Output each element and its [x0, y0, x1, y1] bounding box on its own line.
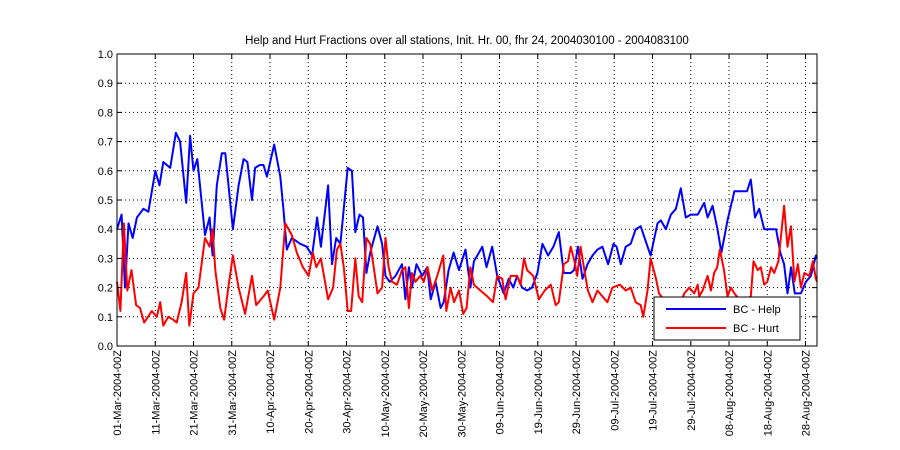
x-tick-label: 21-Mar-2004-00Z: [189, 350, 201, 436]
x-tick-label: 09-Jul-2004-00Z: [609, 350, 621, 431]
y-tick-label: 0.3: [98, 253, 113, 265]
y-tick-labels: 0.0 0.1 0.2 0.3 0.4 0.5 0.6 0.7 0.8 0.9 1.0: [98, 49, 113, 353]
legend-label-hurt: BC - Hurt: [733, 323, 779, 335]
y-tick-label: 0.6: [98, 166, 113, 178]
x-tick-label: 29-Jun-2004-00Z: [571, 350, 583, 435]
y-tick-label: 1.0: [98, 49, 113, 61]
x-tick-label: 29-Jul-2004-00Z: [686, 350, 698, 431]
x-tick-label: 01-Mar-2004-00Z: [112, 350, 124, 436]
x-tick-label: 20-Apr-2004-00Z: [303, 350, 315, 434]
x-tick-label: 09-Jun-2004-00Z: [495, 350, 507, 435]
x-tick-label: 08-Aug-2004-00Z: [724, 350, 736, 437]
series-line-hurt: [116, 204, 818, 327]
ticks: [116, 53, 817, 347]
x-tick-label: 19-Jul-2004-00Z: [648, 350, 660, 431]
x-tick-label: 30-Apr-2004-00Z: [342, 350, 354, 434]
x-tick-label: 28-Aug-2004-00Z: [801, 350, 813, 437]
y-tick-label: 0.7: [98, 137, 113, 149]
y-tick-label: 0.4: [98, 224, 113, 236]
y-tick-label: 0.0: [98, 341, 113, 353]
x-tick-label: 31-Mar-2004-00Z: [227, 350, 239, 436]
y-tick-label: 0.5: [98, 195, 113, 207]
legend-label-help: BC - Help: [733, 304, 781, 316]
x-tick-label: 10-May-2004-00Z: [380, 350, 392, 438]
y-tick-label: 0.8: [98, 107, 113, 119]
x-tick-label: 18-Aug-2004-00Z: [762, 350, 774, 437]
x-tick-label: 10-Apr-2004-00Z: [265, 350, 277, 434]
y-tick-label: 0.2: [98, 283, 113, 295]
x-tick-labels: 01-Mar-2004-00Z 11-Mar-2004-00Z 21-Mar-200…: [112, 350, 813, 438]
chart-title: Help and Hurt Fractions over all station…: [245, 35, 689, 47]
y-tick-label: 0.9: [98, 78, 113, 90]
x-tick-label: 19-Jun-2004-00Z: [533, 350, 545, 435]
y-tick-label: 0.1: [98, 312, 113, 324]
series-line-help: [116, 131, 818, 309]
legend-box: [653, 296, 801, 341]
x-tick-label: 30-May-2004-00Z: [456, 350, 468, 438]
series-lines: [116, 131, 818, 327]
x-tick-label: 11-Mar-2004-00Z: [150, 350, 162, 435]
x-tick-label: 20-May-2004-00Z: [418, 350, 430, 438]
legend: BC - Help BC - Hurt: [653, 296, 801, 341]
